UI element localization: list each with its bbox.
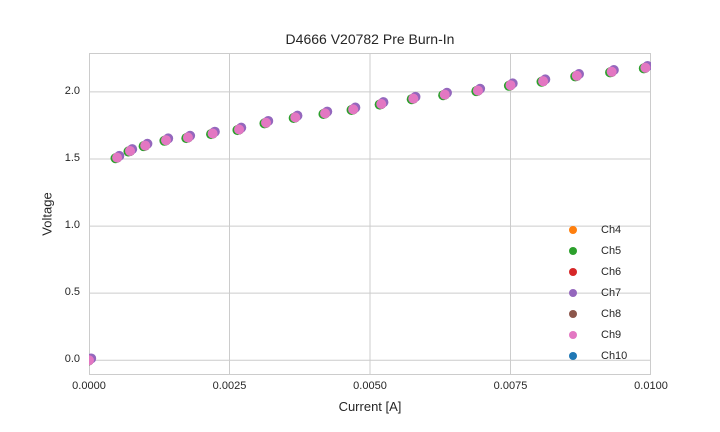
legend-entry-ch8: Ch8 [565, 303, 627, 324]
legend-label-ch4: Ch4 [601, 223, 622, 236]
data-point-ch9 [606, 66, 617, 77]
y-tick-label: 2.0 [64, 84, 80, 97]
x-tick-label: 0.0025 [212, 380, 247, 392]
x-tick-label: 0.0000 [72, 380, 106, 392]
data-point-ch9 [112, 152, 123, 163]
legend-entry-ch9: Ch9 [565, 324, 627, 345]
data-point-ch9 [505, 80, 516, 91]
legend-swatch-ch9 [569, 330, 577, 339]
legend-label-ch7: Ch7 [601, 286, 622, 299]
y-tick-label: 1.5 [64, 151, 80, 164]
legend-swatch-ch4 [569, 225, 577, 234]
legend-swatch-ch10 [569, 351, 577, 360]
legend-swatch-ch6 [569, 267, 577, 276]
data-point-ch9 [472, 85, 483, 96]
legend-entry-ch7: Ch7 [565, 282, 627, 303]
y-tick-label: 1.0 [64, 219, 80, 232]
plot-area [89, 53, 651, 375]
data-point-ch9 [261, 117, 272, 128]
y-tick-label: 0.0 [64, 353, 80, 366]
legend: Ch4 Ch5 Ch6 Ch7 Ch8 Ch9 Ch10 [565, 219, 627, 366]
legend-entry-ch10: Ch10 [565, 345, 627, 366]
legend-entry-ch4: Ch4 [565, 219, 627, 240]
data-point-ch9 [538, 76, 549, 87]
data-point-ch9 [376, 98, 387, 109]
data-point-ch9 [408, 93, 419, 104]
legend-entry-ch5: Ch5 [565, 240, 627, 261]
data-point-ch9 [348, 104, 359, 115]
data-point-ch9 [234, 124, 245, 135]
legend-label-ch6: Ch6 [601, 265, 622, 278]
x-tick-label: 0.0075 [493, 380, 528, 392]
legend-swatch-ch5 [569, 246, 577, 255]
legend-swatch-ch8 [569, 309, 577, 318]
legend-swatch-ch7 [569, 288, 577, 297]
data-point-ch9 [160, 135, 171, 146]
legend-label-ch9: Ch9 [601, 328, 622, 341]
data-point-ch9 [207, 128, 218, 139]
chart-title: D4666 V20782 Pre Burn-In [285, 31, 455, 47]
data-point-ch9 [182, 132, 193, 143]
data-point-ch9 [320, 108, 331, 119]
plot-border [89, 53, 651, 375]
data-point-ch9 [571, 70, 582, 81]
data-point-ch9 [89, 355, 94, 366]
x-axis-label: Current [A] [338, 399, 402, 414]
legend-label-ch10: Ch10 [601, 349, 628, 362]
data-point-ch9 [125, 145, 136, 156]
x-tick-label: 0.0050 [353, 380, 387, 392]
data-point-ch9 [140, 140, 151, 151]
legend-entry-ch6: Ch6 [565, 261, 627, 282]
x-tick-label: 0.0100 [634, 380, 668, 392]
data-point-ch9 [439, 89, 450, 100]
legend-label-ch8: Ch8 [601, 307, 622, 320]
legend-label-ch5: Ch5 [601, 244, 622, 257]
data-point-ch9 [640, 62, 651, 73]
y-tick-label: 0.5 [64, 286, 80, 299]
data-point-ch9 [290, 112, 301, 123]
